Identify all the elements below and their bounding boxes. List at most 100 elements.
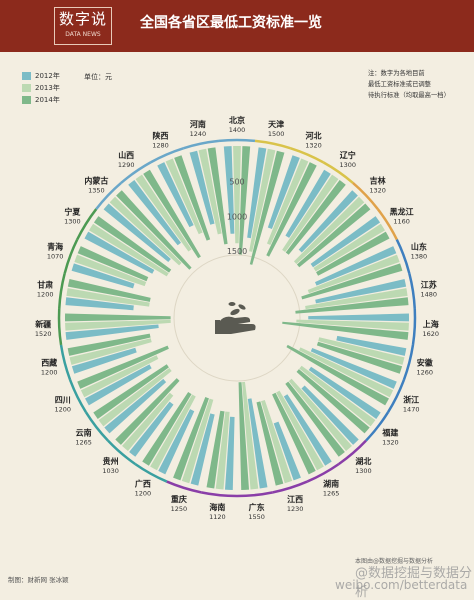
province-value: 1480	[421, 291, 438, 299]
province-value: 1200	[37, 291, 54, 299]
legend-item-2013: 2013年	[22, 82, 60, 94]
legend-swatch-2014	[22, 96, 31, 104]
bar-福建-v2012	[308, 366, 381, 419]
ring-segment-贵州	[107, 439, 137, 466]
ring-segment-山西	[120, 161, 152, 184]
province-name: 广西	[135, 479, 151, 489]
bar-重庆-v2014	[173, 397, 209, 481]
bar-安徽-v2012	[336, 335, 407, 356]
province-value: 1280	[152, 142, 169, 150]
bar-广西-v2013	[150, 394, 196, 471]
bar-宁夏-v2013	[89, 223, 169, 277]
unit-label: 单位：元	[84, 73, 112, 81]
province-value: 1620	[423, 330, 440, 338]
legend-item-2012: 2012年	[22, 70, 60, 82]
province-name: 重庆	[171, 494, 187, 504]
bar-湖北-v2013	[288, 378, 352, 452]
bar-山东-v2014	[301, 263, 403, 300]
province-value: 1200	[135, 490, 152, 498]
bar-海南-v2014	[206, 410, 225, 489]
bar-西藏-v2013	[69, 338, 152, 365]
bar-黑龙江-v2013	[313, 223, 385, 272]
province-name: 江西	[287, 494, 303, 504]
province-name: 海南	[209, 502, 225, 512]
bar-内蒙古-v2013	[109, 196, 182, 266]
bar-河北-v2013	[266, 158, 309, 245]
ring-segment-北京	[218, 138, 256, 143]
province-name: 西藏	[41, 358, 57, 368]
bar-新疆-v2014	[64, 313, 171, 322]
bar-江苏-v2012	[315, 279, 407, 304]
bar-湖南-v2012	[283, 394, 332, 466]
bar-河北-v2012	[267, 155, 300, 230]
bar-黑龙江-v2012	[310, 216, 381, 268]
bar-四川-v2014	[77, 345, 169, 389]
ring-segment-陕西	[150, 146, 185, 164]
bar-青海-v2012	[71, 263, 135, 289]
bar-湖北-v2014	[285, 381, 345, 457]
province-value: 1320	[382, 439, 399, 447]
legend-label-2012: 2012年	[35, 72, 60, 80]
bar-广东-v2014	[238, 382, 250, 490]
province-name: 广东	[249, 502, 265, 512]
scale-label-1000: 1000	[227, 213, 247, 222]
province-value: 1260	[417, 369, 434, 377]
bar-陕西-v2013	[165, 158, 203, 235]
cuff-shape	[215, 320, 220, 334]
bar-浙江-v2014	[286, 344, 389, 406]
bar-广东-v2013	[242, 381, 259, 490]
bar-河南-v2014	[207, 147, 228, 245]
ring-segment-天津	[254, 139, 291, 150]
province-value: 1070	[47, 253, 64, 261]
bar-甘肃-v2014	[67, 279, 151, 302]
bar-天津-v2014	[249, 150, 285, 265]
province-value: 1030	[102, 467, 119, 475]
ring-segment-上海	[411, 308, 417, 346]
province-name: 吉林	[370, 175, 386, 185]
bar-安徽-v2014	[316, 341, 403, 374]
ring-segment-西藏	[59, 344, 72, 381]
province-value: 1265	[75, 439, 92, 447]
bar-安徽-v2013	[318, 337, 405, 365]
ring-segment-河南	[183, 139, 220, 150]
province-name: 北京	[229, 115, 245, 125]
bar-西藏-v2012	[71, 347, 137, 374]
province-value: 1265	[323, 490, 340, 498]
logo: 数字说 DATA NEWS	[54, 7, 112, 45]
bar-上海-v2012	[308, 313, 410, 322]
legend-item-2014: 2014年	[22, 94, 60, 106]
bar-宁夏-v2012	[84, 231, 155, 274]
province-name: 安徽	[417, 358, 434, 368]
scale-label-1500: 1500	[227, 247, 247, 256]
bar-青海-v2014	[77, 246, 149, 282]
bar-浙江-v2012	[310, 347, 397, 389]
bar-甘肃-v2013	[66, 288, 150, 307]
ring-segment-河北	[289, 146, 324, 164]
bar-陕西-v2014	[174, 155, 211, 241]
ring-segment-江西	[272, 480, 308, 494]
scale-label-500: 500	[229, 178, 244, 187]
province-value: 1350	[88, 186, 105, 194]
province-name: 新疆	[35, 319, 51, 329]
bar-吉林-v2012	[298, 190, 358, 253]
province-name: 云南	[76, 428, 92, 438]
ring-segment-四川	[68, 379, 88, 413]
bar-山西-v2014	[143, 169, 201, 259]
bar-四川-v2013	[80, 355, 159, 398]
bar-江西-v2012	[273, 421, 301, 481]
bar-北京-v2012	[223, 146, 235, 234]
province-name: 浙江	[403, 394, 419, 404]
province-name: 青海	[47, 242, 63, 252]
bar-上海-v2013	[296, 319, 409, 331]
